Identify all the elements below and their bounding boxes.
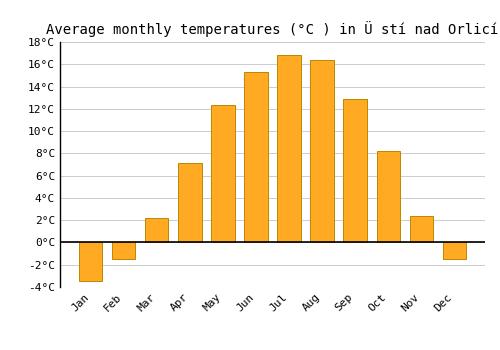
Bar	[178, 163, 202, 243]
Bar	[112, 243, 136, 259]
Bar	[278, 55, 300, 243]
Bar	[310, 60, 334, 243]
Bar	[146, 218, 169, 243]
Bar	[244, 72, 268, 243]
Bar	[376, 151, 400, 243]
Bar	[344, 99, 366, 243]
Bar	[410, 216, 432, 243]
Bar	[212, 105, 234, 243]
Bar	[442, 243, 466, 259]
Title: Average monthly temperatures (°C ) in Ü stí nad Orlicí: Average monthly temperatures (°C ) in Ü …	[46, 21, 498, 37]
Bar	[80, 243, 102, 281]
